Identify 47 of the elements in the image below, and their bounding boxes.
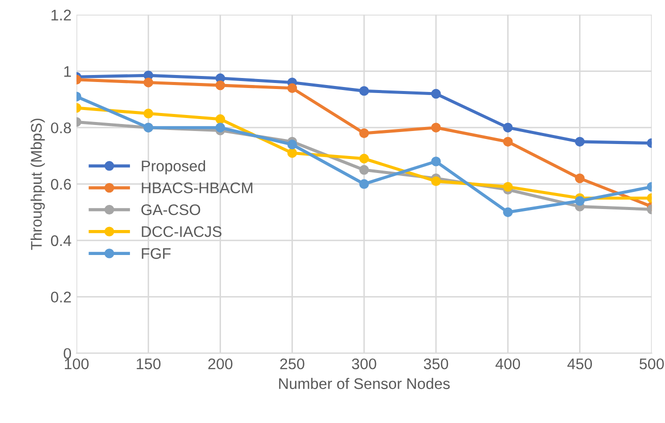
point	[503, 182, 513, 192]
point	[287, 148, 298, 158]
point	[431, 156, 441, 166]
point	[431, 88, 441, 99]
point	[431, 176, 441, 186]
y-tick-label: 1	[64, 66, 71, 77]
y-tick-label: 0.4	[50, 235, 72, 246]
point	[215, 122, 226, 132]
point	[503, 122, 513, 132]
x-tick-label: 400	[496, 358, 520, 370]
x-tick-label: 250	[280, 358, 304, 370]
point	[144, 108, 154, 118]
y-tick-label: 0.2	[50, 292, 71, 302]
x-tick-label: 100	[64, 358, 89, 370]
point	[215, 114, 226, 124]
x-tick-label: 500	[640, 358, 664, 370]
point	[431, 122, 441, 132]
point	[574, 196, 585, 206]
point	[503, 136, 513, 147]
point	[503, 207, 513, 218]
point	[359, 165, 369, 175]
x-tick-label: 450	[567, 358, 592, 370]
point	[287, 83, 298, 93]
y-tick-label: 0	[64, 348, 72, 359]
x-tick-label: 350	[424, 358, 448, 370]
y-tick-label: 0.6	[50, 178, 71, 190]
x-tick-label: 300	[352, 358, 376, 370]
point	[359, 154, 369, 164]
x-tick-label: 200	[208, 358, 232, 370]
point	[359, 179, 369, 189]
point	[215, 80, 226, 90]
x-tick-label: 150	[136, 358, 161, 370]
point	[287, 140, 298, 150]
y-tick-label: 0.8	[50, 122, 71, 134]
legend-label: HBACS-HBACM	[142, 182, 252, 194]
point	[574, 136, 585, 147]
y-axis-title: Throughput (MbpS)	[30, 118, 45, 250]
legend-label: Proposed	[142, 160, 206, 174]
point	[359, 128, 369, 138]
legend-label: GA-CSO	[141, 204, 200, 216]
point	[359, 86, 369, 96]
point	[144, 78, 154, 88]
x-axis-title: Number of Sensor Nodes	[279, 378, 450, 390]
y-tick-label: 1.2	[52, 10, 71, 20]
legend-label: DCC-IACJS	[142, 226, 222, 238]
point	[574, 174, 585, 184]
legend-label: FGF	[142, 248, 171, 259]
